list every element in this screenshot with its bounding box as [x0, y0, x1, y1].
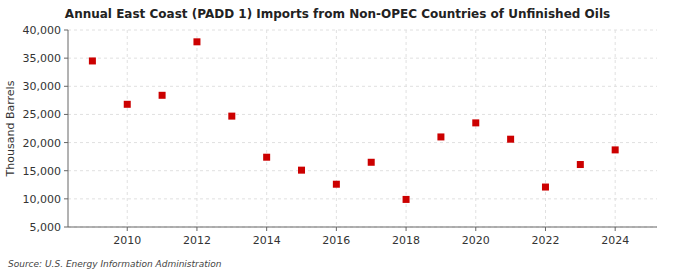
grid: [68, 30, 657, 227]
point: [263, 154, 270, 161]
chart: 5,000 10,000 15,000 20,000 25,000 30,000 35,00…: [0, 0, 675, 275]
grid-line-y: [68, 227, 657, 228]
grid-line-x: [475, 30, 476, 227]
y-tick: [64, 58, 68, 59]
y-tick-label: 35,000: [23, 52, 62, 65]
y-tick-label: 10,000: [23, 193, 62, 206]
x-tick: [196, 227, 197, 231]
point: [612, 146, 619, 153]
y-tick: [64, 142, 68, 143]
point: [542, 184, 549, 191]
grid-line-y: [68, 170, 657, 171]
point: [124, 101, 131, 108]
x-tick: [336, 227, 337, 231]
point: [193, 38, 200, 45]
x-tick: [545, 227, 546, 231]
point: [403, 196, 410, 203]
x-tick: [406, 227, 407, 231]
y-tick-label: 30,000: [23, 80, 62, 93]
y-tick-label: 20,000: [23, 137, 62, 150]
y-axis-line: [68, 30, 69, 227]
points: [89, 38, 619, 203]
grid-line-x: [615, 30, 616, 227]
y-tick-label: 5,000: [30, 221, 62, 234]
point: [333, 181, 340, 188]
y-tick: [64, 170, 68, 171]
grid-line-x: [336, 30, 337, 227]
x-tick-label: 2014: [253, 234, 281, 247]
x-tick-label: 2018: [392, 234, 420, 247]
x-tick-label: 2020: [462, 234, 490, 247]
grid-line-y: [68, 30, 657, 31]
grid-line-y: [68, 114, 657, 115]
point: [437, 133, 444, 140]
point: [507, 136, 514, 143]
x-tick: [127, 227, 128, 231]
point: [577, 161, 584, 168]
point: [472, 119, 479, 126]
grid-line-x: [266, 30, 267, 227]
grid-line-x: [196, 30, 197, 227]
y-tick: [64, 198, 68, 199]
title: Annual East Coast (PADD 1) Imports from …: [65, 7, 610, 21]
y-tick: [64, 30, 68, 31]
point: [368, 159, 375, 166]
plot-area: [68, 30, 657, 227]
grid-line-x: [545, 30, 546, 227]
y-tick-label: 15,000: [23, 165, 62, 178]
x-tick-label: 2012: [183, 234, 211, 247]
grid-line-y: [68, 86, 657, 87]
x-tick-label: 2022: [531, 234, 559, 247]
grid-line-y: [68, 58, 657, 59]
x-tick-label: 2016: [322, 234, 350, 247]
grid-line-x: [127, 30, 128, 227]
point: [298, 167, 305, 174]
x-tick: [475, 227, 476, 231]
y-tick: [64, 227, 68, 228]
x-tick: [266, 227, 267, 231]
point: [89, 57, 96, 64]
x-tick-label: 2010: [113, 234, 141, 247]
point: [159, 92, 166, 99]
annotation: Source: U.S. Energy Information Administ…: [8, 259, 222, 269]
y-tick-label: 40,000: [23, 24, 62, 37]
chart-container: 5,000 10,000 15,000 20,000 25,000 30,000 35,00…: [0, 0, 675, 275]
point: [228, 113, 235, 120]
y-tick-label: 25,000: [23, 108, 62, 121]
x-tick-label: 2024: [601, 234, 629, 247]
x-tick: [615, 227, 616, 231]
x-axis-line: [68, 227, 657, 228]
y-tick: [64, 86, 68, 87]
grid-line-y: [68, 142, 657, 143]
y-tick: [64, 114, 68, 115]
y-axis-label: Thousand Barrels: [4, 80, 17, 177]
grid-line-y: [68, 198, 657, 199]
